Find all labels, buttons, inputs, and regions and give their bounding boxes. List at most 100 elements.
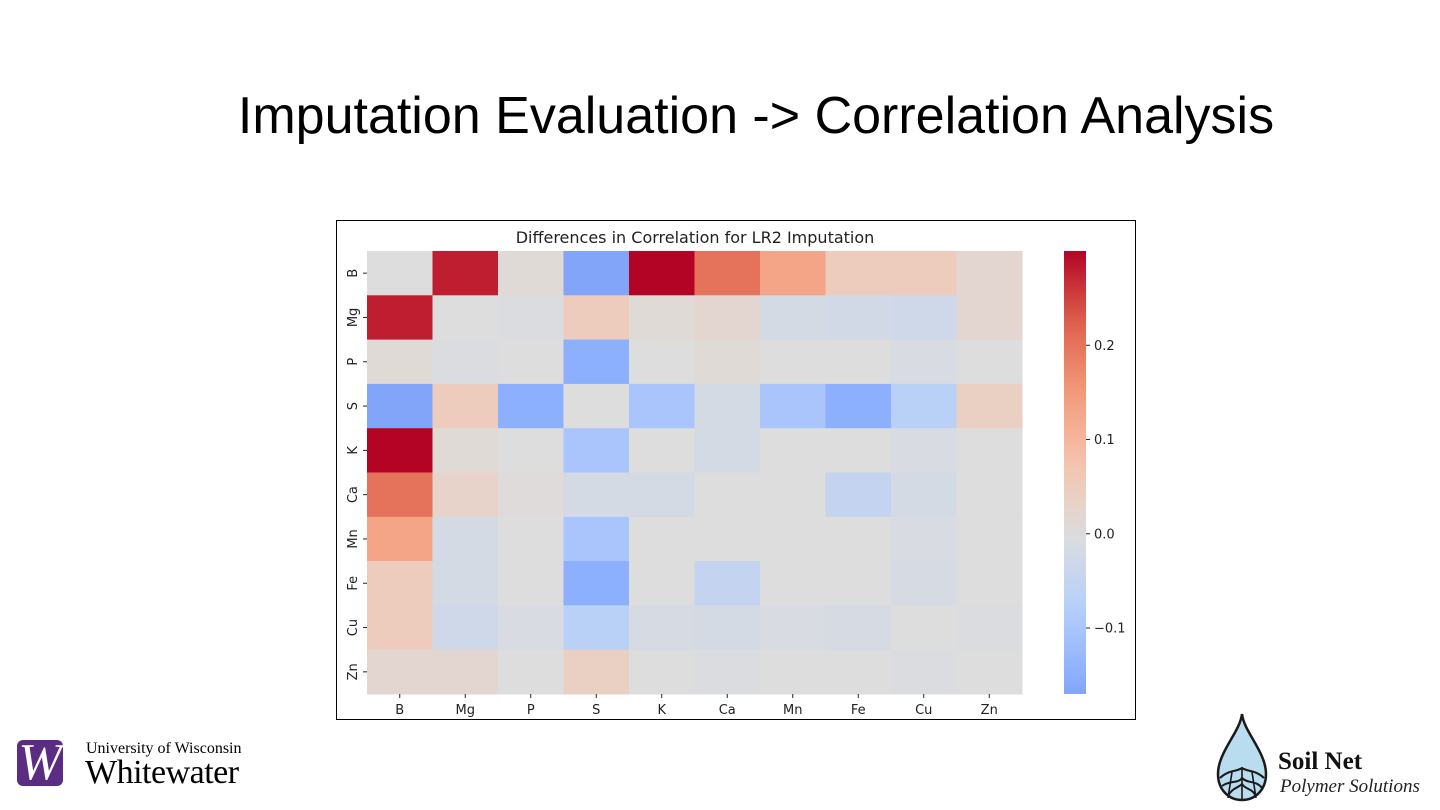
heatmap-cell-K-Zn (956, 428, 1023, 473)
heatmap-chart: Differences in Correlation for LR2 Imput… (346, 228, 1126, 718)
heatmap-cell-Mn-Ca (694, 516, 761, 562)
y-tick-label: Mg (346, 308, 361, 327)
heatmap-cell-Mg-Ca (694, 295, 761, 341)
heatmap-cell-S-S (563, 383, 630, 429)
heatmap-cell-B-P (498, 251, 564, 296)
x-tick-label: Ca (719, 703, 736, 718)
heatmap-cell-Mg-Zn (956, 295, 1023, 341)
heatmap-cell-Cu-B (367, 605, 433, 651)
heatmap-cell-Fe-B (367, 561, 433, 606)
heatmap-cell-Zn-Fe (825, 649, 892, 695)
heatmap-cell-Ca-Zn (956, 472, 1023, 518)
heatmap-cell-Zn-Cu (891, 649, 957, 695)
heatmap-cell-B-Ca (694, 251, 761, 296)
heatmap-cell-Zn-Zn (956, 649, 1023, 695)
heatmap-cell-P-B (367, 339, 433, 385)
heatmap-cell-S-B (367, 383, 433, 429)
x-tick-label: K (657, 703, 666, 718)
soilnet-logo: Soil Net Polymer Solutions (1212, 712, 1440, 810)
x-tick-label: Mn (783, 703, 802, 718)
heatmap-cell-Fe-Zn (956, 561, 1023, 606)
y-tick-label: Zn (346, 663, 361, 680)
uww-w-icon: W (17, 740, 63, 786)
uww-university-text: University of Wisconsin (86, 740, 242, 757)
heatmap-cell-K-Fe (825, 428, 892, 473)
heatmap-cell-Mg-S (563, 295, 630, 341)
x-tick-label: B (395, 703, 404, 718)
heatmap-cell-B-B (367, 251, 433, 296)
heatmap-cell-Zn-P (498, 649, 564, 695)
x-tick-label: Fe (851, 703, 866, 718)
heatmap-cell-Mn-P (498, 516, 564, 562)
y-tick-label: Mn (346, 529, 361, 548)
heatmap-cell-P-Cu (891, 339, 957, 385)
y-tick-label: P (346, 358, 361, 366)
x-tick-label: Zn (981, 703, 998, 718)
colorbar-ticks: 0.2 0.1 0.0 −0.1 (1086, 339, 1126, 637)
x-tick-label: Cu (915, 703, 932, 718)
heatmap-cell-Fe-P (498, 561, 564, 606)
heatmap-cell-K-Cu (891, 428, 957, 473)
heatmap-cell-Ca-K (629, 472, 695, 518)
heatmap-cell-Mn-Mg (432, 516, 499, 562)
heatmap-cell-Fe-Fe (825, 561, 892, 606)
heatmap-cell-S-Mn (760, 383, 826, 429)
heatmap-cell-S-Ca (694, 383, 761, 429)
chart-title: Differences in Correlation for LR2 Imput… (516, 228, 875, 247)
soilnet-name-text: Soil Net (1278, 748, 1363, 775)
x-axis: B Mg P S K Ca Mn Fe Cu Zn (395, 694, 998, 718)
x-tick-label: Mg (456, 703, 475, 718)
heatmap-cell-Cu-Fe (825, 605, 892, 651)
heatmap-cell-Cu-Zn (956, 605, 1023, 651)
heatmap-cell-P-Zn (956, 339, 1023, 385)
heatmap-cell-Ca-Cu (891, 472, 957, 518)
heatmap-cell-B-Fe (825, 251, 892, 296)
heatmap-cell-K-Mg (432, 428, 499, 473)
colorbar-tick-label: 0.0 (1094, 527, 1115, 542)
heatmap-cell-S-P (498, 383, 564, 429)
heatmap-cell-Fe-Mg (432, 561, 499, 606)
y-tick-label: B (346, 269, 361, 278)
heatmap-cell-P-K (629, 339, 695, 385)
heatmap-cell-Zn-B (367, 649, 433, 695)
heatmap-cell-Ca-Mg (432, 472, 499, 518)
heatmap-cell-Cu-S (563, 605, 630, 651)
heatmap-cell-K-B (367, 428, 433, 473)
heatmap-cell-Mg-Fe (825, 295, 892, 341)
heatmap-cell-Mn-Fe (825, 516, 892, 562)
heatmap-cell-P-S (563, 339, 630, 385)
heatmap-cell-K-P (498, 428, 564, 473)
heatmap-cell-Zn-Mg (432, 649, 499, 695)
heatmap-cell-Fe-Mn (760, 561, 826, 606)
heatmap-cell-S-Cu (891, 383, 957, 429)
heatmap-cell-Mg-Mn (760, 295, 826, 341)
heatmap-cell-Zn-Ca (694, 649, 761, 695)
heatmap-cell-P-Fe (825, 339, 892, 385)
heatmap-cell-Cu-Ca (694, 605, 761, 651)
heatmap-cell-B-S (563, 251, 630, 296)
heatmap-cell-Mn-K (629, 516, 695, 562)
heatmap-cell-Ca-Fe (825, 472, 892, 518)
heatmap-cell-Zn-Mn (760, 649, 826, 695)
heatmap-cell-Cu-P (498, 605, 564, 651)
heatmap-cell-K-Mn (760, 428, 826, 473)
heatmap-cell-Mg-Cu (891, 295, 957, 341)
heatmap-cells (367, 251, 1023, 695)
heatmap-cell-S-Fe (825, 383, 892, 429)
heatmap-cell-Ca-Mn (760, 472, 826, 518)
y-tick-label: Fe (346, 576, 361, 591)
heatmap-cell-Cu-Mn (760, 605, 826, 651)
y-tick-label: K (346, 446, 361, 455)
heatmap-cell-Fe-Ca (694, 561, 761, 606)
heatmap-cell-B-Mg (432, 251, 499, 296)
heatmap-cell-P-P (498, 339, 564, 385)
heatmap-cell-Fe-S (563, 561, 630, 606)
heatmap-figure: Differences in Correlation for LR2 Imput… (336, 220, 1136, 720)
heatmap-cell-Ca-Ca (694, 472, 761, 518)
y-tick-label: S (346, 402, 361, 410)
heatmap-cell-P-Mg (432, 339, 499, 385)
heatmap-cell-Mg-K (629, 295, 695, 341)
heatmap-cell-P-Ca (694, 339, 761, 385)
heatmap-cell-B-K (629, 251, 695, 296)
heatmap-cell-Cu-Mg (432, 605, 499, 651)
